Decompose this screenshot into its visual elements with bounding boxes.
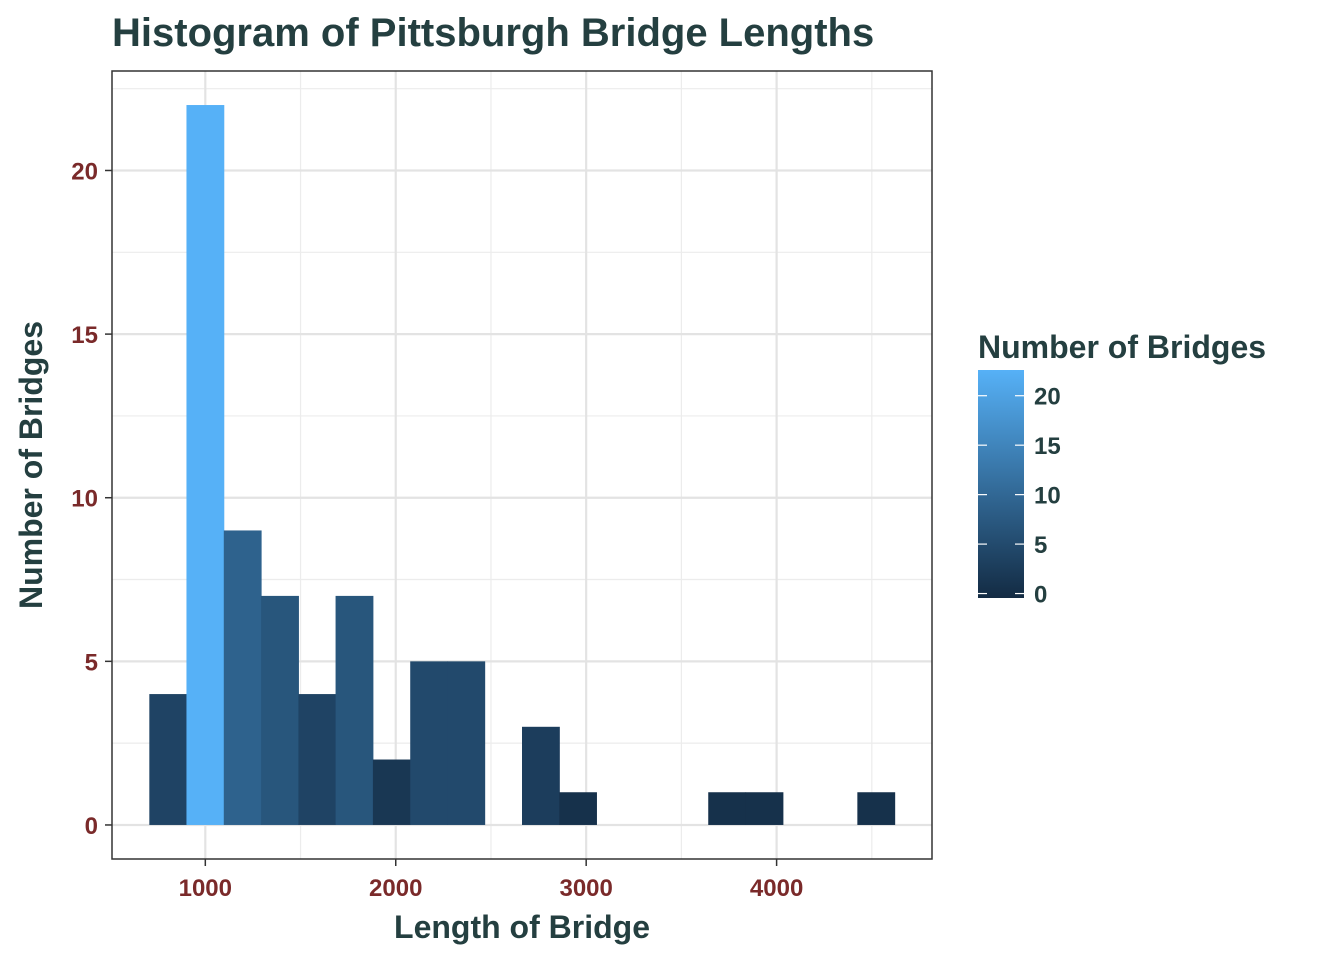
chart-title: Histogram of Pittsburgh Bridge Lengths bbox=[112, 11, 874, 55]
colorbar-tick-label: 15 bbox=[1034, 433, 1061, 460]
y-axis-ticks: 0 5 10 15 20 bbox=[71, 158, 112, 840]
histogram-bar bbox=[261, 595, 299, 825]
y-axis-title: Number of Bridges bbox=[13, 321, 49, 609]
x-tick-label: 4000 bbox=[750, 875, 803, 902]
y-tick-label: 0 bbox=[85, 813, 98, 840]
x-axis-title: Length of Bridge bbox=[394, 909, 650, 945]
y-tick-label: 10 bbox=[71, 486, 98, 513]
x-axis-ticks: 1000 2000 3000 4000 bbox=[179, 859, 803, 902]
histogram-bar bbox=[559, 792, 597, 825]
x-tick-label: 2000 bbox=[369, 875, 422, 902]
histogram-bar bbox=[708, 792, 747, 825]
histogram-bar bbox=[522, 726, 560, 825]
colorbar-ticks: 0 5 10 15 20 bbox=[978, 384, 1061, 609]
colorbar-tick-label: 10 bbox=[1034, 483, 1061, 510]
histogram-bar bbox=[857, 792, 896, 825]
y-tick-label: 15 bbox=[71, 322, 98, 349]
x-tick-label: 3000 bbox=[559, 875, 612, 902]
histogram-bar bbox=[745, 792, 784, 825]
histogram-bar bbox=[410, 661, 448, 825]
y-tick-label: 5 bbox=[85, 649, 98, 676]
histogram-bar bbox=[335, 595, 374, 825]
histogram-bar bbox=[186, 105, 225, 825]
legend-title: Number of Bridges bbox=[978, 329, 1266, 365]
x-tick-label: 1000 bbox=[179, 875, 232, 902]
histogram-bar bbox=[447, 661, 486, 825]
plot-border bbox=[111, 70, 933, 860]
bars bbox=[149, 105, 896, 825]
histogram-bar bbox=[223, 530, 262, 825]
histogram-bar bbox=[149, 694, 187, 825]
y-tick-label: 20 bbox=[71, 158, 98, 185]
colorbar-tick-label: 20 bbox=[1034, 384, 1061, 411]
colorbar-tick-label: 5 bbox=[1034, 532, 1047, 559]
histogram-bar bbox=[372, 759, 411, 825]
colorbar-tick-label: 0 bbox=[1034, 582, 1047, 609]
colorbar bbox=[978, 370, 1024, 598]
histogram-bar bbox=[298, 694, 337, 825]
